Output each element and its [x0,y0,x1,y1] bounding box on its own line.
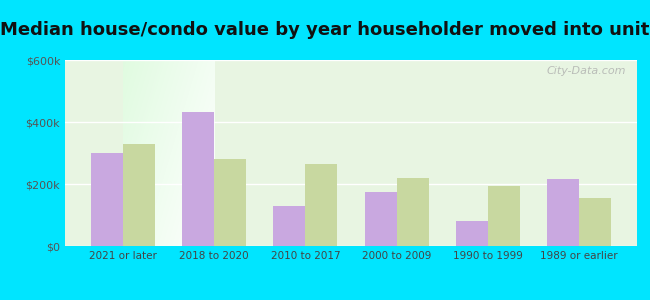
Bar [456,221,488,246]
Bar [579,198,611,246]
Bar [274,206,305,246]
Bar [547,179,579,246]
Bar [488,185,520,246]
Bar [91,153,123,246]
Text: Median house/condo value by year householder moved into unit: Median house/condo value by year househo… [0,21,650,39]
Bar [214,159,246,246]
Bar [306,164,337,246]
Bar [396,178,428,246]
Text: City-Data.com: City-Data.com [546,66,625,76]
Bar [182,112,214,246]
Bar [365,192,396,246]
Bar [123,144,155,246]
